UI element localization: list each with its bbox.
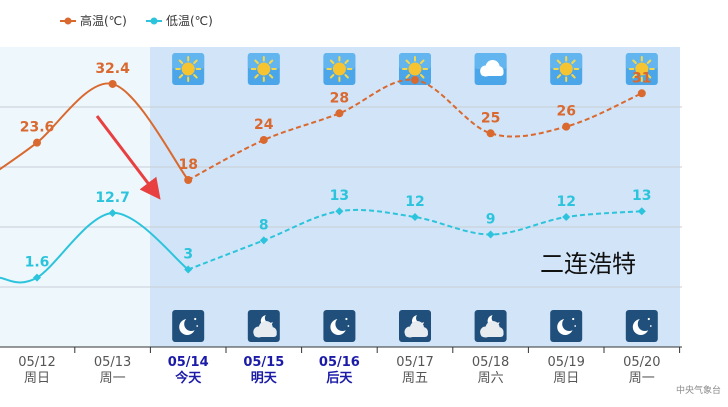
data-label-low-05/13: 12.7 xyxy=(95,190,130,206)
point-low-05/20[interactable] xyxy=(637,207,646,216)
x-tick-label-date: 05/13 xyxy=(94,355,131,370)
partly-cloudy-night-icon xyxy=(474,310,507,342)
legend-label-low: 低温(℃) xyxy=(166,14,213,28)
sun-icon xyxy=(550,53,583,85)
city-name-annotation: 二连浩特 xyxy=(540,250,636,278)
data-label-high-05/20: 31 xyxy=(632,70,651,86)
point-low-05/13[interactable] xyxy=(108,208,117,217)
moon-icon xyxy=(550,310,583,342)
sun-icon xyxy=(625,53,658,85)
x-tick-label-weekday: 周五 xyxy=(402,371,428,386)
data-label-low-05/14: 3 xyxy=(183,247,193,263)
data-label-low-05/16: 13 xyxy=(330,188,349,204)
point-high-05/12[interactable] xyxy=(33,138,41,147)
point-low-05/16[interactable] xyxy=(335,207,344,216)
data-label-high-05/18: 25 xyxy=(481,110,500,126)
x-tick-label-date: 05/19 xyxy=(547,355,584,370)
series-high-temp: 23.6 32.4 18 24 28 25 26 31 xyxy=(0,61,652,184)
series-low-temp: 1.6 12.7 3 8 13 12 9 12 13 xyxy=(0,188,652,284)
point-low-05/18[interactable] xyxy=(486,230,495,239)
point-high-05/20[interactable] xyxy=(637,89,646,98)
moon-icon xyxy=(172,310,205,342)
grid-lines xyxy=(0,106,682,288)
day-weather-icons xyxy=(172,53,658,85)
credit-text: 中央气象台 xyxy=(676,384,721,396)
x-tick-label-weekday: 后天 xyxy=(326,370,353,386)
point-high-05/15[interactable] xyxy=(259,135,268,144)
x-tick-label-weekday: 周一 xyxy=(629,371,655,386)
data-label-low-05/17: 12 xyxy=(405,194,424,210)
x-axis-ticks xyxy=(74,347,681,353)
chart-legend: 高温(℃) 低温(℃) xyxy=(60,13,213,28)
past-days-background xyxy=(0,47,150,347)
data-label-low-05/12: 1.6 xyxy=(25,255,50,271)
x-tick-label-weekday: 周一 xyxy=(100,371,126,386)
sun-icon xyxy=(172,53,205,85)
partly-cloudy-night-icon xyxy=(399,310,431,342)
data-label-low-05/15: 8 xyxy=(259,217,269,233)
legend-item-low[interactable]: 低温(℃) xyxy=(146,14,213,28)
x-tick-label-date: 05/18 xyxy=(472,355,509,370)
point-high-05/19[interactable] xyxy=(562,122,571,131)
data-label-high-05/15: 24 xyxy=(254,117,274,133)
data-label-high-05/12: 23.6 xyxy=(20,120,55,136)
night-weather-icons xyxy=(172,310,658,342)
point-high-05/16[interactable] xyxy=(335,109,344,118)
point-high-05/17[interactable] xyxy=(411,75,419,84)
legend-label-high: 高温(℃) xyxy=(80,13,127,28)
x-tick-label-weekday: 今天 xyxy=(174,370,202,386)
sun-icon xyxy=(399,53,431,85)
series-low-line-observed xyxy=(0,211,189,284)
x-tick-label-weekday: 周日 xyxy=(24,371,50,386)
x-tick-label-date: 05/15 xyxy=(243,355,284,370)
x-tick-label-date: 05/12 xyxy=(18,355,55,370)
data-label-low-05/18: 9 xyxy=(486,212,496,228)
data-label-high-05/16: 28 xyxy=(330,90,349,106)
x-tick-label-date: 05/17 xyxy=(396,355,433,370)
legend-item-high[interactable]: 高温(℃) xyxy=(60,13,127,28)
point-low-05/15[interactable] xyxy=(259,236,268,245)
data-label-low-05/20: 13 xyxy=(632,188,651,204)
data-label-high-05/14: 18 xyxy=(178,157,197,173)
sun-icon xyxy=(247,53,280,85)
series-high-line-observed xyxy=(0,82,189,181)
point-high-05/18[interactable] xyxy=(486,129,495,138)
data-label-low-05/19: 12 xyxy=(556,194,575,210)
point-high-05/14[interactable] xyxy=(184,176,193,184)
annotation-arrow xyxy=(95,115,161,200)
x-tick-label-date: 05/20 xyxy=(623,355,660,370)
point-high-05/13[interactable] xyxy=(108,79,117,88)
data-label-high-05/13: 32.4 xyxy=(95,61,130,77)
point-low-05/17[interactable] xyxy=(411,213,419,222)
x-axis-labels: 05/12周日05/13周一05/14今天05/15明天05/16后天05/17… xyxy=(18,355,660,386)
point-low-05/14[interactable] xyxy=(184,265,193,274)
cloud-icon xyxy=(474,53,507,85)
x-tick-label-weekday: 周日 xyxy=(553,371,579,386)
x-tick-label-weekday: 明天 xyxy=(251,371,278,386)
forecast-background xyxy=(150,47,680,347)
data-label-high-05/19: 26 xyxy=(556,104,575,120)
point-low-05/12[interactable] xyxy=(33,273,41,282)
sun-icon xyxy=(323,53,356,85)
x-tick-label-date: 05/14 xyxy=(168,355,209,370)
partly-cloudy-night-icon xyxy=(247,310,280,342)
x-tick-label-date: 05/16 xyxy=(319,355,360,370)
point-low-05/19[interactable] xyxy=(562,213,571,222)
moon-icon xyxy=(625,310,658,342)
moon-icon xyxy=(323,310,356,342)
x-tick-label-weekday: 周六 xyxy=(478,371,504,386)
